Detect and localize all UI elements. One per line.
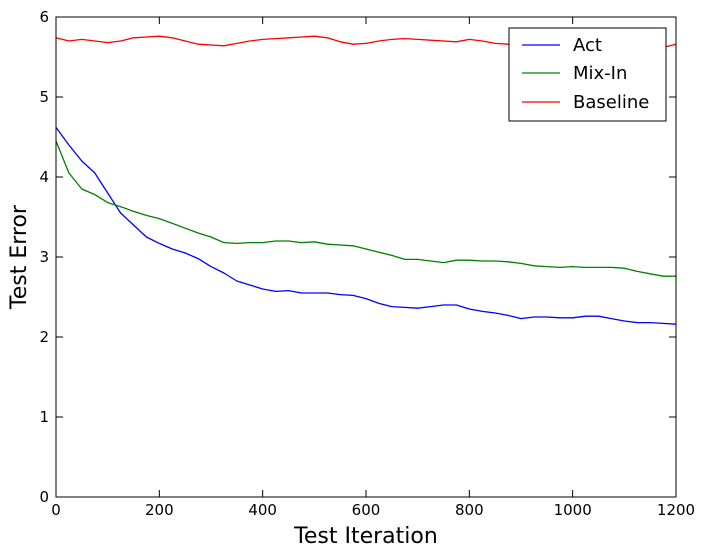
y-tick-label: 3 <box>39 248 49 266</box>
y-tick-label: 5 <box>39 88 49 106</box>
legend: Act Mix-In Baseline <box>508 27 667 122</box>
y-tick-label: 2 <box>39 328 49 346</box>
x-tick-label: 800 <box>455 501 484 519</box>
y-tick-label: 0 <box>39 488 49 506</box>
y-tick-label: 1 <box>39 408 49 426</box>
x-tick-label: 400 <box>248 501 277 519</box>
y-tick-label: 6 <box>39 8 49 26</box>
x-tick-label: 1000 <box>554 501 592 519</box>
x-tick-label: 1200 <box>657 501 695 519</box>
y-axis-label: Test Error <box>7 204 32 310</box>
x-tick-label: 600 <box>352 501 381 519</box>
plot-frame <box>55 16 677 498</box>
series-line-mix-in <box>55 140 676 277</box>
series-line-act <box>55 127 677 325</box>
x-tick-label: 200 <box>145 501 174 519</box>
tick-layer: 0 200 400 600 800 1000 1200 0 1 2 3 4 5 6 <box>39 8 695 519</box>
x-tick-label: 0 <box>51 501 61 519</box>
legend-label-baseline: Baseline <box>573 92 649 113</box>
x-axis-label: Test Iteration <box>293 524 438 549</box>
y-tick-label: 4 <box>39 168 49 186</box>
legend-label-act: Act <box>573 35 602 56</box>
legend-box <box>508 27 667 122</box>
legend-label-mix-in: Mix-In <box>573 63 627 84</box>
